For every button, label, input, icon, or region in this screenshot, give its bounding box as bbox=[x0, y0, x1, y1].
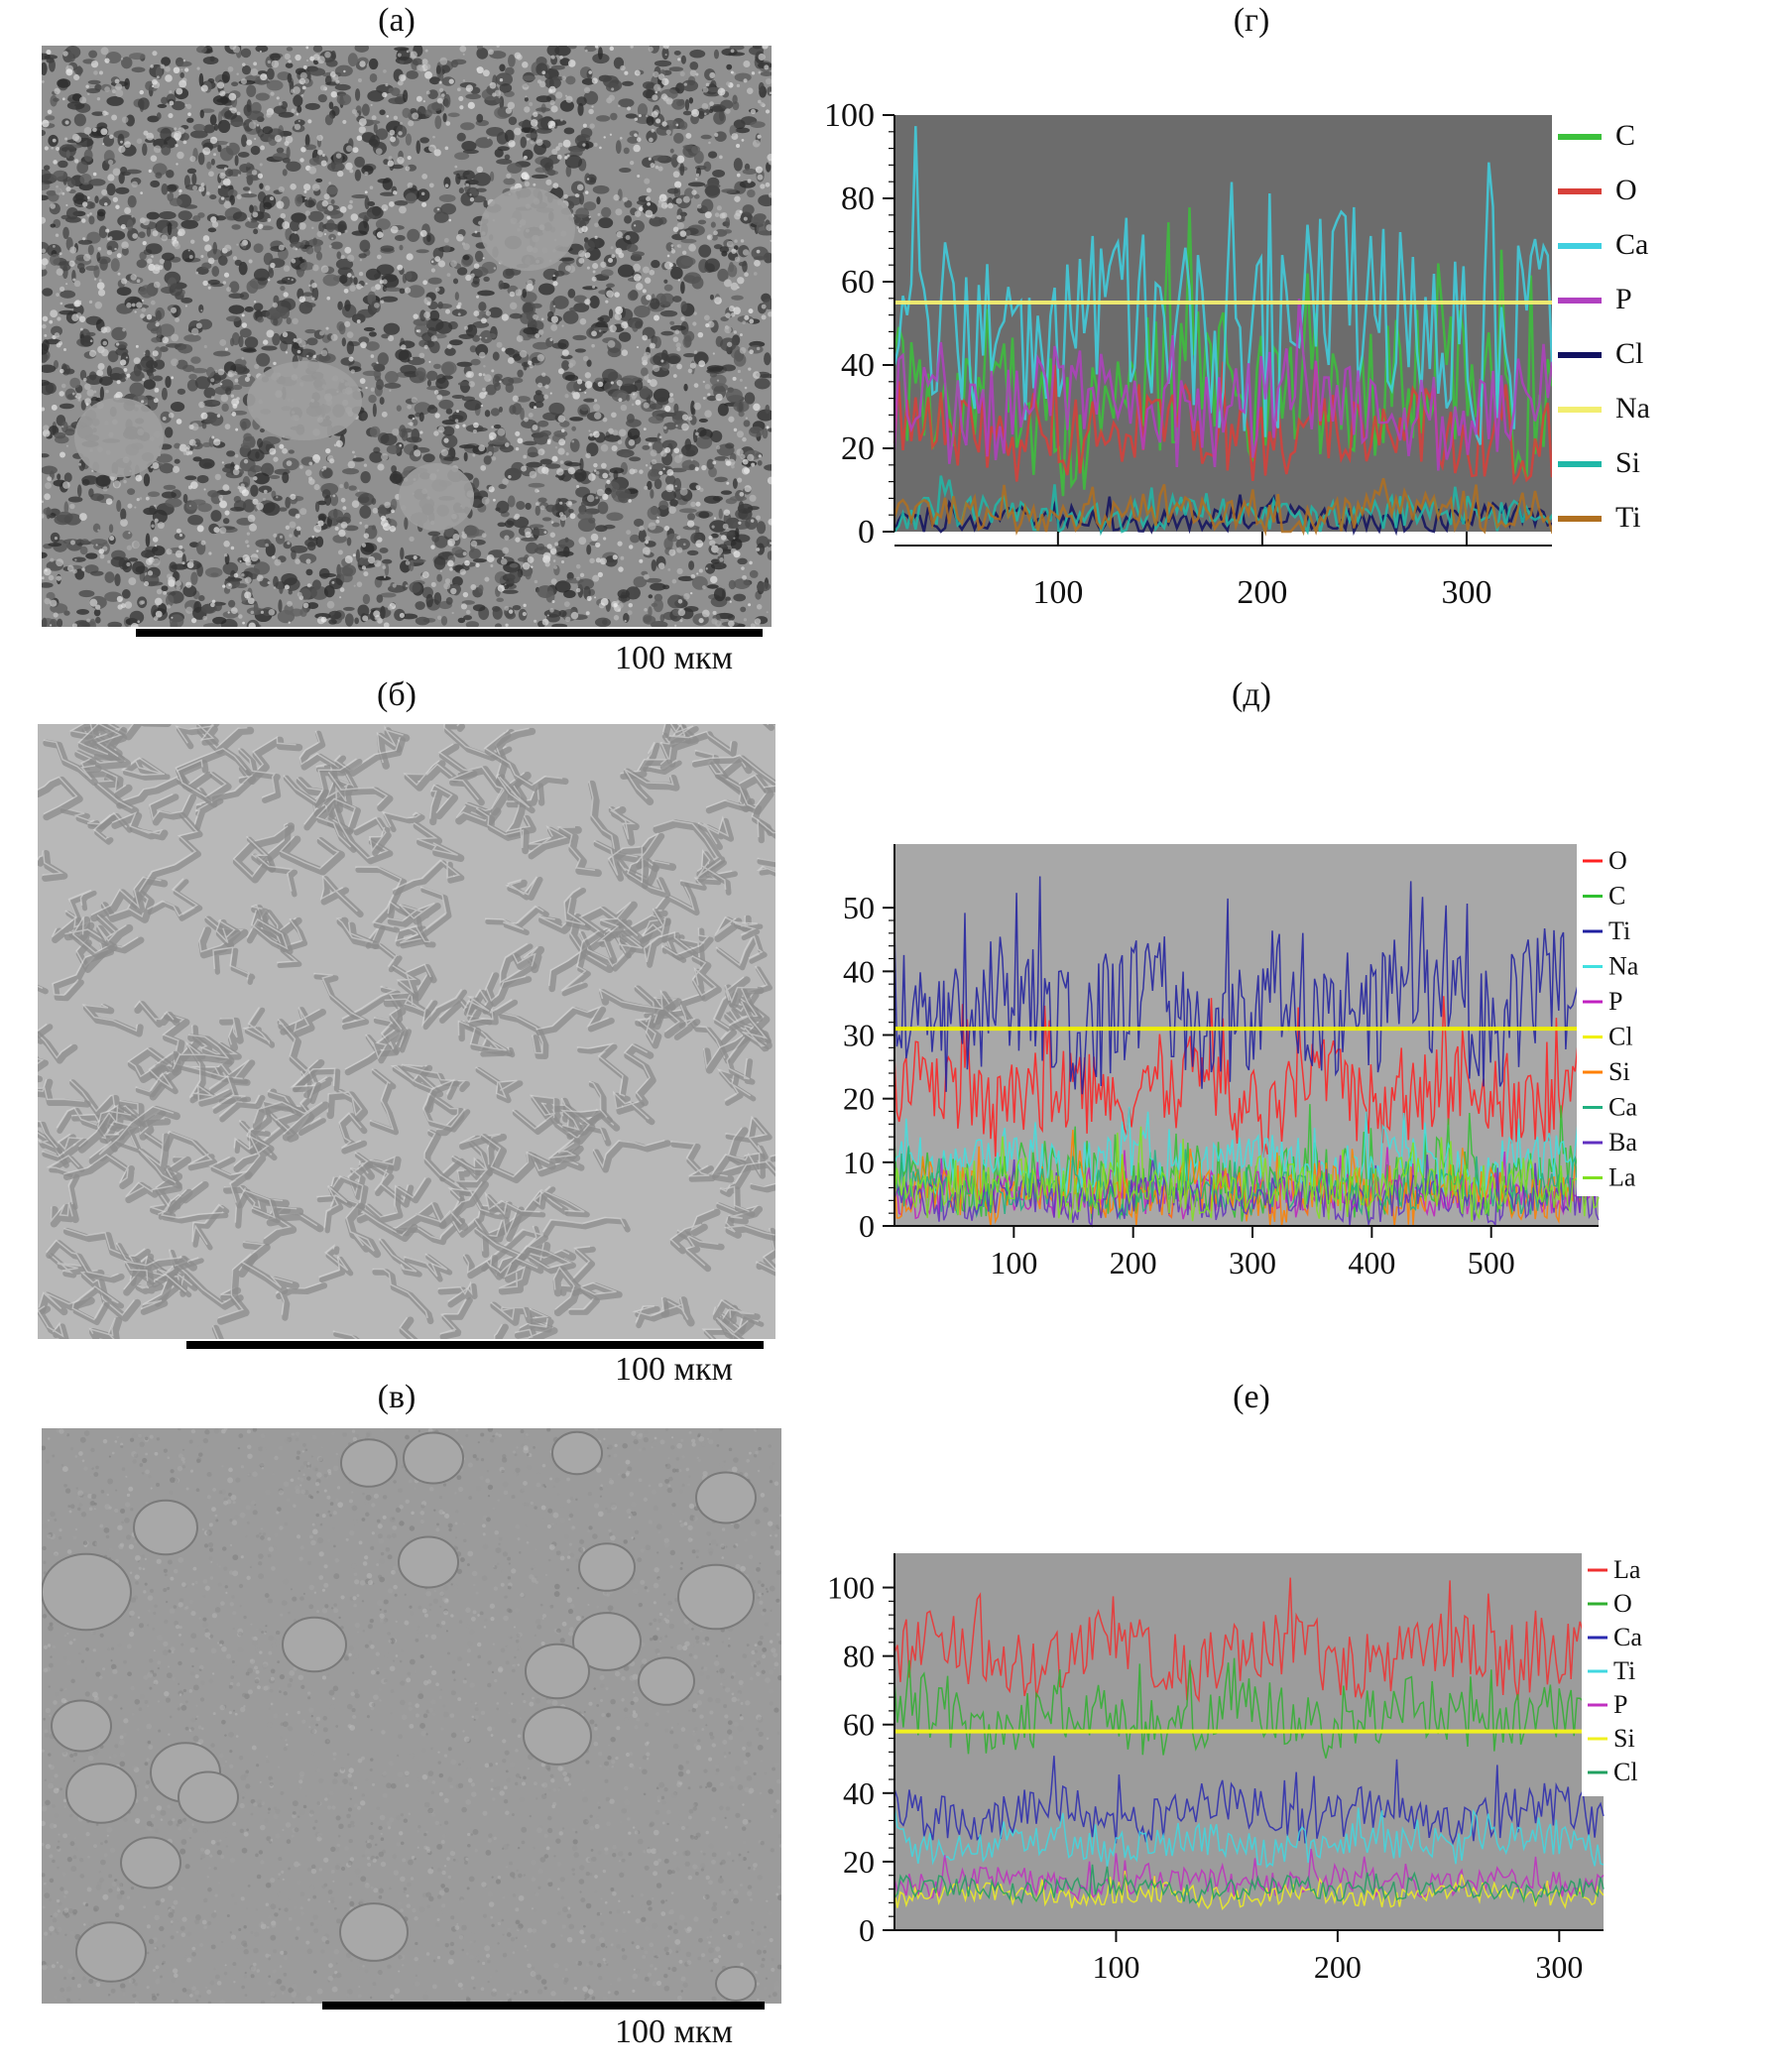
series-line-O bbox=[893, 996, 1600, 1158]
y-tick-label: 80 bbox=[843, 1639, 875, 1674]
y-tick-label: 30 bbox=[843, 1018, 875, 1053]
chart-background bbox=[894, 1553, 1604, 1930]
series-line-Cl bbox=[893, 1864, 1605, 1904]
chart-e: 0 20 40 60 80 100 100 200 300 La O Ca Ti P Si Cl bbox=[783, 1537, 1775, 2033]
y-tick-label: 0 bbox=[859, 1912, 875, 1948]
legend-label-C: C bbox=[1608, 882, 1625, 911]
legend-label-Na: Na bbox=[1608, 952, 1639, 981]
x-tick-label: 300 bbox=[1229, 1245, 1276, 1280]
legend-label-Cl: Cl bbox=[1615, 337, 1643, 370]
series-line-Ti bbox=[893, 1806, 1605, 1869]
x-tick-label: 300 bbox=[1441, 574, 1491, 611]
y-tick-label: 60 bbox=[841, 264, 875, 301]
panel-label-a: (а) bbox=[378, 2, 416, 39]
legend-label-La: La bbox=[1613, 1555, 1641, 1584]
x-tick-label: 100 bbox=[1032, 574, 1083, 611]
x-tick-label: 100 bbox=[990, 1245, 1037, 1280]
series-line-P bbox=[892, 299, 1571, 471]
legend-label-Si: Si bbox=[1608, 1057, 1630, 1086]
scale-bar-v bbox=[322, 2002, 765, 2010]
series-line-Si bbox=[893, 1130, 1600, 1227]
series-line-Ca bbox=[892, 126, 1571, 445]
y-tick-label: 60 bbox=[843, 1707, 875, 1743]
legend-box bbox=[1577, 844, 1656, 1196]
y-tick-label: 50 bbox=[843, 890, 875, 925]
y-tick-label: 20 bbox=[841, 430, 875, 467]
series-line-Ti bbox=[893, 876, 1600, 1095]
series-line-Ba bbox=[893, 1155, 1600, 1228]
legend-label-Si: Si bbox=[1615, 446, 1640, 479]
y-tick-label: 80 bbox=[841, 181, 875, 217]
x-tick-label: 400 bbox=[1348, 1245, 1395, 1280]
y-tick-label: 40 bbox=[843, 1775, 875, 1811]
scale-label-a: 100 мкм bbox=[615, 640, 734, 676]
legend-label-O: O bbox=[1615, 174, 1637, 206]
y-tick-label: 0 bbox=[858, 514, 875, 550]
x-tick-label: 200 bbox=[1314, 1949, 1362, 1985]
series-line-Na bbox=[893, 1106, 1600, 1197]
scale-label-b: 100 мкм bbox=[615, 1351, 734, 1388]
sem-image-v bbox=[42, 1428, 781, 2004]
legend-label-Cl: Cl bbox=[1613, 1758, 1638, 1786]
legend-label-P: P bbox=[1615, 283, 1632, 315]
series-line-La bbox=[893, 1577, 1605, 1703]
chart-background bbox=[894, 115, 1569, 532]
legend-label-Ca: Ca bbox=[1615, 228, 1648, 261]
y-tick-label: 100 bbox=[824, 97, 875, 134]
x-tick-label: 300 bbox=[1535, 1949, 1583, 1985]
legend-label-P: P bbox=[1613, 1690, 1627, 1719]
panel-label-b: (б) bbox=[377, 676, 416, 713]
series-line-La bbox=[893, 1126, 1600, 1222]
series-line-Si bbox=[893, 1871, 1605, 1911]
sem-image-b bbox=[38, 724, 775, 1339]
legend-box bbox=[1552, 115, 1671, 551]
legend-label-O: O bbox=[1608, 846, 1627, 875]
panel-label-g: (г) bbox=[1233, 2, 1270, 39]
y-tick-label: 40 bbox=[841, 347, 875, 384]
series-line-O bbox=[893, 1657, 1605, 1759]
legend-label-Ti: Ti bbox=[1615, 501, 1641, 534]
legend-label-Cl: Cl bbox=[1608, 1023, 1633, 1051]
y-tick-label: 20 bbox=[843, 1844, 875, 1880]
y-tick-label: 20 bbox=[843, 1081, 875, 1117]
legend-label-P: P bbox=[1608, 987, 1622, 1016]
legend-label-Ca: Ca bbox=[1608, 1093, 1637, 1122]
series-line-O bbox=[892, 361, 1571, 486]
chart-d: 0 10 20 30 40 50 100 200 300 400 500 O C Ti Na P Cl Si Ca B… bbox=[783, 828, 1775, 1324]
legend-box bbox=[1582, 1553, 1661, 1796]
x-tick-label: 500 bbox=[1468, 1245, 1515, 1280]
x-tick-label: 200 bbox=[1110, 1245, 1157, 1280]
scale-bar-b bbox=[186, 1341, 764, 1349]
scale-bar-a bbox=[136, 629, 763, 637]
panel-label-v: (в) bbox=[377, 1379, 416, 1415]
legend-label-Ti: Ti bbox=[1613, 1656, 1635, 1685]
x-tick-label: 200 bbox=[1237, 574, 1287, 611]
legend-label-La: La bbox=[1608, 1163, 1636, 1192]
scale-label-v: 100 мкм bbox=[615, 2013, 734, 2050]
legend-label-Na: Na bbox=[1615, 392, 1650, 425]
legend-label-Ba: Ba bbox=[1608, 1128, 1637, 1157]
y-tick-label: 100 bbox=[827, 1570, 875, 1606]
series-line-Ca bbox=[893, 1756, 1605, 1846]
y-tick-label: 40 bbox=[843, 953, 875, 989]
chart-background bbox=[894, 844, 1599, 1226]
y-tick-label: 10 bbox=[843, 1145, 875, 1180]
x-tick-label: 100 bbox=[1092, 1949, 1139, 1985]
sem-image-a bbox=[42, 46, 772, 627]
legend-label-Si: Si bbox=[1613, 1724, 1635, 1753]
legend-label-Ca: Ca bbox=[1613, 1623, 1642, 1651]
legend-label-Ti: Ti bbox=[1608, 916, 1630, 945]
panel-label-d: (д) bbox=[1232, 676, 1271, 713]
panel-label-e: (е) bbox=[1233, 1379, 1270, 1415]
y-tick-label: 0 bbox=[859, 1208, 875, 1244]
legend-label-C: C bbox=[1615, 119, 1635, 152]
series-line-Ti bbox=[892, 477, 1571, 537]
legend-label-O: O bbox=[1613, 1589, 1632, 1618]
chart-g: 0 20 40 60 80 100 100 200 300 C O Ca P Cl Na Si Ti bbox=[783, 97, 1775, 655]
